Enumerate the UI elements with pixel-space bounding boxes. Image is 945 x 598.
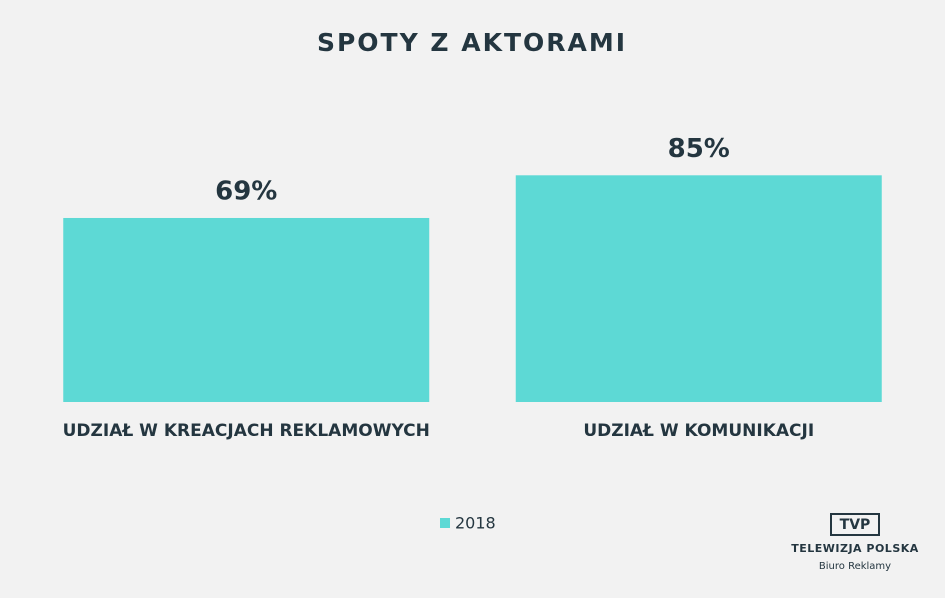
x-tick-label: UDZIAŁ W KOMUNIKACJI [583,421,814,441]
logo-box [830,513,880,536]
value-label: 69% [215,176,277,206]
logo: TVP TELEWIZJA POLSKA Biuro Reklamy [791,513,919,572]
bar [515,175,882,402]
x-tick-label: UDZIAŁ W KREACJACH REKLAMOWYCH [63,421,430,441]
value-label: 85% [668,134,730,164]
chart-title: SPOTY Z AKTORAMI [317,28,627,57]
logo-mark: TVP [840,517,871,533]
logo-name: TELEWIZJA POLSKA [791,542,919,555]
legend-label: 2018 [455,514,496,533]
bar [63,217,430,402]
legend-swatch [440,518,450,528]
logo-tagline: Biuro Reklamy [819,561,891,572]
